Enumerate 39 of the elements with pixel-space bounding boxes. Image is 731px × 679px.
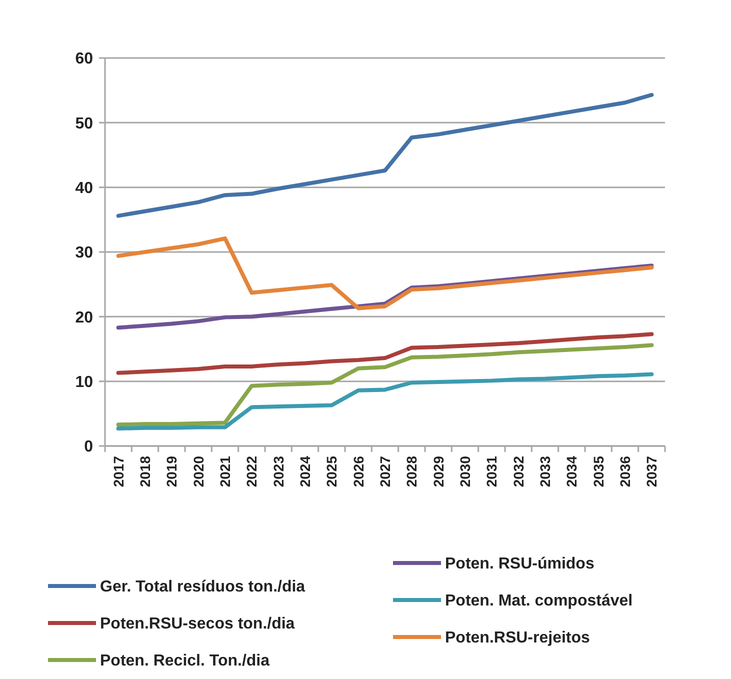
x-tick-label: 2027	[377, 456, 393, 488]
x-tick-label: 2034	[564, 456, 580, 488]
x-tick-label: 2024	[297, 456, 313, 488]
legend-label: Poten. Mat. compostável	[445, 592, 633, 610]
y-tick-label: 60	[75, 50, 94, 68]
line-series	[116, 343, 654, 427]
x-tick-label: 2030	[457, 456, 473, 488]
y-tick-label: 40	[75, 180, 94, 197]
line-series	[116, 332, 654, 375]
x-tick-label: 2017	[110, 456, 126, 488]
legend-label: Poten. Recicl. Ton./dia	[100, 652, 270, 670]
x-tick-label: 2021	[217, 456, 233, 488]
y-tick-label: 30	[75, 244, 94, 262]
line-series	[116, 236, 654, 310]
legend-label: Poten. RSU-úmidos	[445, 556, 594, 573]
x-tick-label: 2023	[270, 456, 286, 488]
x-tick-label: 2022	[244, 456, 260, 488]
x-tick-label: 2036	[617, 456, 633, 488]
x-tick-label: 2020	[190, 456, 206, 488]
x-tick-label: 2026	[350, 456, 366, 488]
y-tick-label: 10	[75, 374, 94, 391]
x-tick-label: 2019	[164, 456, 180, 488]
x-tick-label: 2028	[404, 456, 420, 488]
legend-label: Poten.RSU-rejeitos	[445, 630, 590, 647]
legend-label: Poten.RSU-secos ton./dia	[100, 616, 295, 633]
legend-label: Ger. Total resíduos ton./dia	[100, 578, 306, 596]
line-series	[116, 372, 654, 431]
x-tick-label: 2029	[430, 456, 446, 488]
x-tick-label: 2031	[484, 456, 500, 488]
line-series	[116, 92, 654, 218]
x-tick-label: 2032	[510, 456, 526, 488]
y-tick-label: 50	[75, 115, 94, 132]
y-tick-label: 0	[84, 438, 94, 456]
x-tick-label: 2033	[537, 456, 553, 488]
y-tick-label: 20	[75, 309, 94, 326]
x-tick-label: 2037	[644, 456, 660, 488]
x-tick-label: 2035	[590, 456, 606, 488]
x-tick-label: 2018	[137, 456, 153, 488]
x-tick-label: 2025	[324, 456, 340, 488]
